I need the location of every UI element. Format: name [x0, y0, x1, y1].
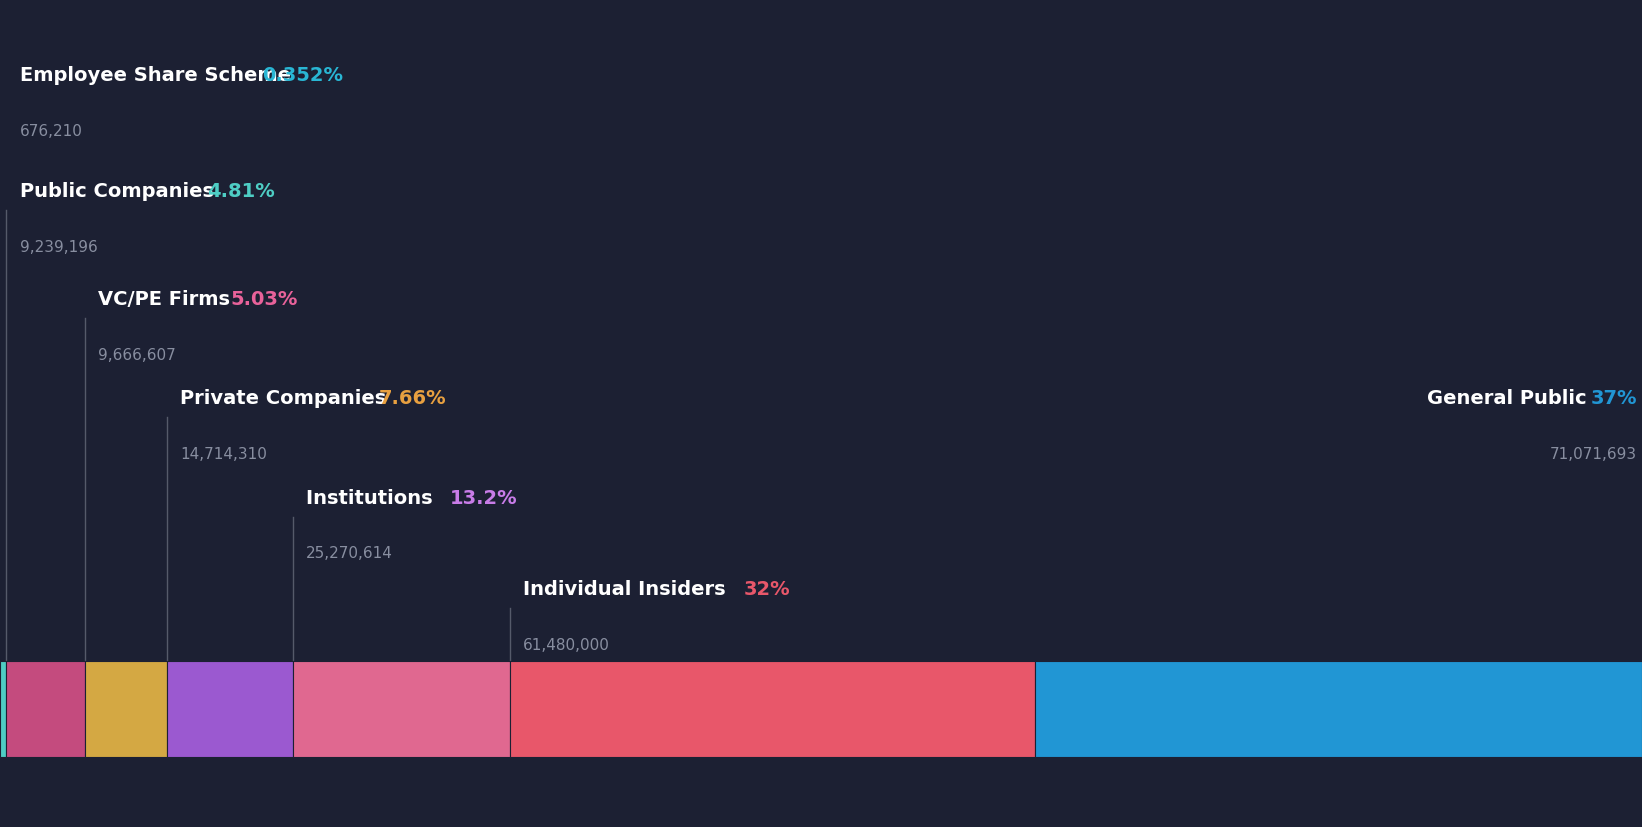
- Text: 5.03%: 5.03%: [230, 289, 297, 308]
- Text: General Public: General Public: [1427, 389, 1593, 408]
- Text: 0.352%: 0.352%: [263, 66, 343, 85]
- Text: 4.81%: 4.81%: [207, 182, 276, 201]
- Bar: [1034, 662, 1642, 757]
- Bar: [509, 662, 1034, 757]
- Text: Individual Insiders: Individual Insiders: [522, 579, 732, 598]
- Text: 13.2%: 13.2%: [450, 488, 517, 507]
- Text: Public Companies: Public Companies: [20, 182, 220, 201]
- Text: 37%: 37%: [1591, 389, 1637, 408]
- Text: Institutions: Institutions: [305, 488, 440, 507]
- Text: Private Companies: Private Companies: [181, 389, 394, 408]
- Text: 7.66%: 7.66%: [379, 389, 447, 408]
- Text: 676,210: 676,210: [20, 124, 82, 139]
- Text: 32%: 32%: [744, 579, 790, 598]
- Text: 25,270,614: 25,270,614: [305, 546, 392, 561]
- Text: 9,239,196: 9,239,196: [20, 240, 97, 255]
- Text: 61,480,000: 61,480,000: [522, 637, 609, 652]
- Text: 14,714,310: 14,714,310: [181, 447, 268, 461]
- Text: VC/PE Firms: VC/PE Firms: [99, 289, 236, 308]
- Text: Employee Share Scheme: Employee Share Scheme: [20, 66, 297, 85]
- Bar: [167, 662, 292, 757]
- Bar: [292, 662, 509, 757]
- Bar: [85, 662, 167, 757]
- Bar: [0, 662, 7, 757]
- Text: 71,071,693: 71,071,693: [1550, 447, 1637, 461]
- Bar: [7, 662, 85, 757]
- Text: 9,666,607: 9,666,607: [99, 347, 176, 362]
